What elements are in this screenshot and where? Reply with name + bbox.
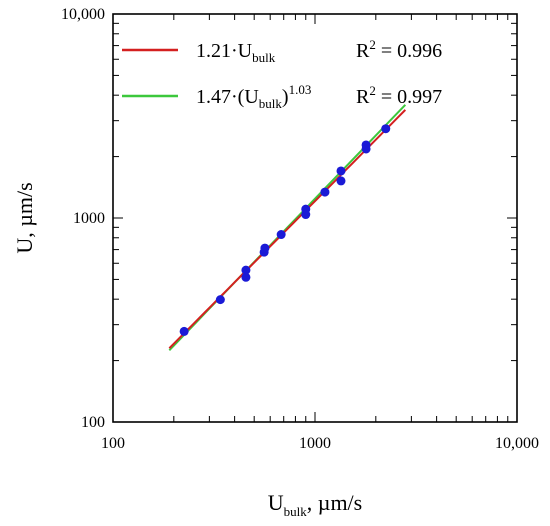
data-point xyxy=(241,272,251,282)
data-point xyxy=(336,166,346,176)
data-points xyxy=(179,124,391,336)
legend: 1.21·Ubulk R2 = 0.996 1.47·(Ubulk)1.03 R… xyxy=(122,37,442,111)
data-point xyxy=(179,326,189,336)
data-point xyxy=(320,187,330,197)
y-tick-label: 10,000 xyxy=(61,6,105,23)
data-point xyxy=(301,204,311,214)
data-point xyxy=(241,265,251,275)
fit-lines xyxy=(168,104,407,352)
data-point xyxy=(381,124,391,134)
x-tick-label: 10,000 xyxy=(495,435,539,452)
y-axis-title: U, µm/s xyxy=(12,182,37,253)
plot-frame xyxy=(112,13,518,423)
legend-label-linear: 1.21·Ubulk xyxy=(196,40,276,65)
axis-ticks xyxy=(112,14,517,423)
x-axis-title: Ubulk, µm/s xyxy=(268,490,362,519)
data-point xyxy=(276,230,286,240)
data-point xyxy=(215,295,225,305)
data-point xyxy=(260,243,270,253)
legend-r2-power: R2 = 0.997 xyxy=(356,83,442,108)
x-tick-label: 100 xyxy=(101,435,125,452)
y-tick-label: 1000 xyxy=(73,210,105,227)
legend-label-power: 1.47·(Ubulk)1.03 xyxy=(196,82,311,111)
data-point xyxy=(361,140,371,150)
data-point xyxy=(336,176,346,186)
x-tick-label: 1000 xyxy=(299,435,331,452)
legend-r2-linear: R2 = 0.996 xyxy=(356,37,442,62)
y-tick-label: 100 xyxy=(81,414,105,431)
tick-labels: 100 1000 10,000 100 1000 10,000 xyxy=(61,6,539,452)
